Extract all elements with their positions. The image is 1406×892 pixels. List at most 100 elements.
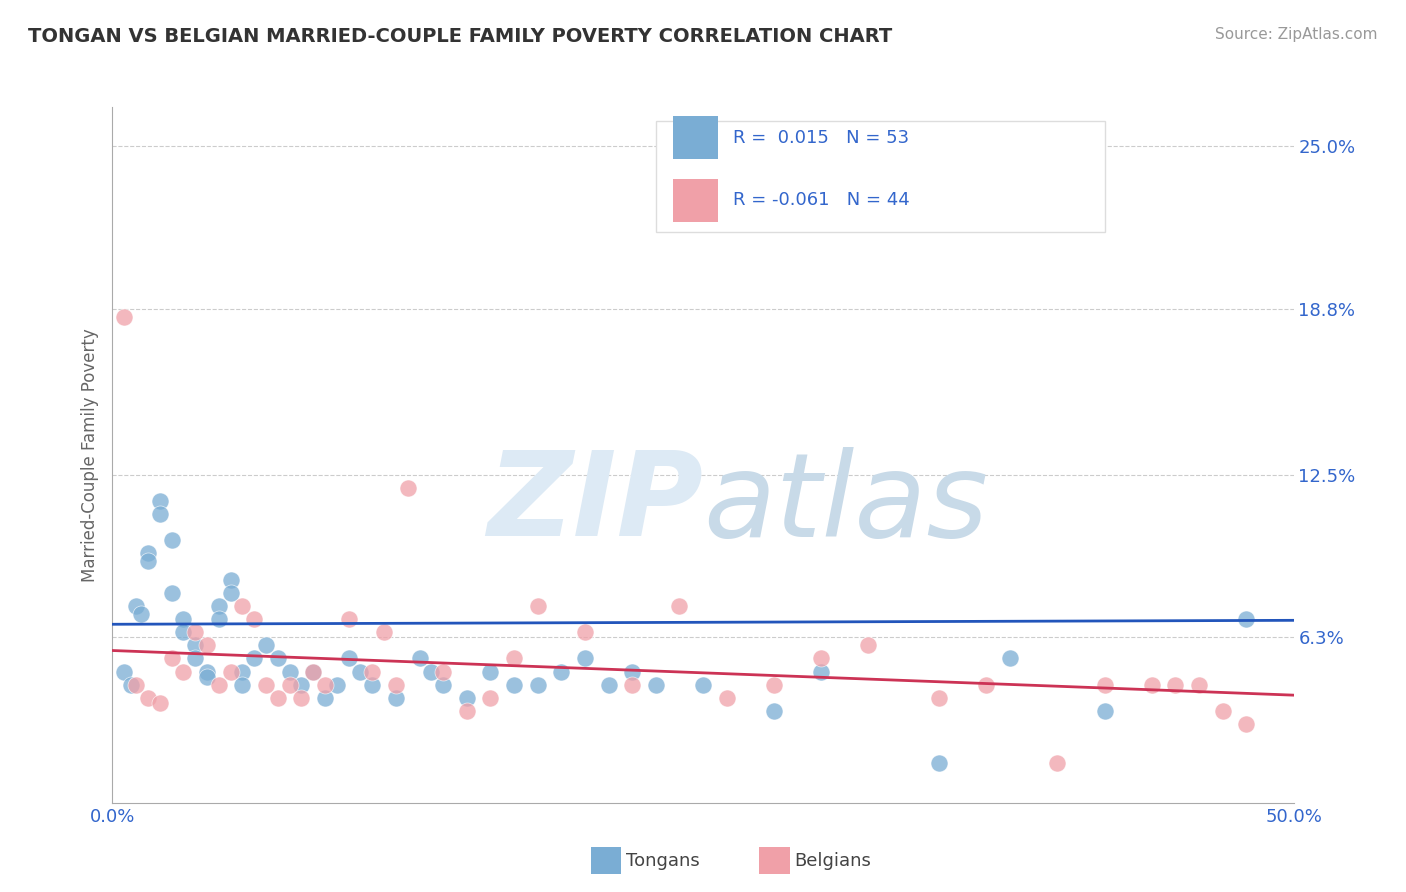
Point — [928, 756, 950, 771]
Point — [208, 678, 231, 692]
Point — [396, 481, 419, 495]
Point — [172, 625, 194, 640]
Point — [149, 507, 172, 521]
Point — [219, 573, 242, 587]
Point — [373, 625, 395, 640]
Point — [231, 665, 253, 679]
Point — [479, 690, 502, 705]
Point — [302, 665, 325, 679]
Point — [644, 678, 666, 692]
Point — [172, 665, 194, 679]
Point — [385, 690, 408, 705]
Point — [112, 310, 135, 324]
Point — [574, 651, 596, 665]
Point — [1094, 704, 1116, 718]
Point — [172, 612, 194, 626]
Point — [160, 586, 183, 600]
Point — [254, 678, 277, 692]
Point — [120, 678, 142, 692]
Point — [503, 651, 526, 665]
Text: TONGAN VS BELGIAN MARRIED-COUPLE FAMILY POVERTY CORRELATION CHART: TONGAN VS BELGIAN MARRIED-COUPLE FAMILY … — [28, 27, 893, 45]
Point — [267, 690, 290, 705]
Point — [184, 651, 207, 665]
Point — [1234, 717, 1257, 731]
Bar — [673, 116, 718, 159]
Point — [858, 638, 880, 652]
Point — [208, 599, 231, 613]
Point — [125, 599, 148, 613]
Point — [998, 651, 1021, 665]
Point — [278, 678, 301, 692]
Point — [195, 670, 218, 684]
Point — [385, 678, 408, 692]
Point — [668, 599, 690, 613]
Point — [550, 665, 572, 679]
Point — [219, 665, 242, 679]
Point — [326, 678, 349, 692]
Point — [456, 690, 478, 705]
Point — [160, 651, 183, 665]
Point — [762, 704, 785, 718]
Point — [810, 651, 832, 665]
Text: R = -0.061   N = 44: R = -0.061 N = 44 — [733, 191, 910, 210]
Point — [243, 651, 266, 665]
Point — [621, 665, 644, 679]
Point — [1188, 678, 1211, 692]
Point — [129, 607, 152, 621]
Point — [526, 599, 548, 613]
Point — [208, 612, 231, 626]
Point — [361, 678, 384, 692]
Point — [361, 665, 384, 679]
Point — [231, 599, 253, 613]
Point — [195, 665, 218, 679]
Point — [136, 690, 159, 705]
Point — [160, 533, 183, 548]
Point — [254, 638, 277, 652]
Point — [432, 665, 454, 679]
Point — [184, 638, 207, 652]
Point — [420, 665, 443, 679]
Point — [1094, 678, 1116, 692]
Point — [302, 665, 325, 679]
Point — [125, 678, 148, 692]
Point — [195, 638, 218, 652]
FancyBboxPatch shape — [655, 121, 1105, 232]
Point — [314, 678, 336, 692]
Point — [408, 651, 430, 665]
Point — [503, 678, 526, 692]
Point — [621, 678, 644, 692]
Point — [337, 651, 360, 665]
Text: Source: ZipAtlas.com: Source: ZipAtlas.com — [1215, 27, 1378, 42]
Point — [112, 665, 135, 679]
Point — [456, 704, 478, 718]
Point — [219, 586, 242, 600]
Text: ZIP: ZIP — [486, 446, 703, 561]
Point — [1234, 612, 1257, 626]
Point — [810, 665, 832, 679]
Point — [1212, 704, 1234, 718]
Text: Belgians: Belgians — [794, 852, 872, 870]
Point — [432, 678, 454, 692]
Point — [136, 546, 159, 560]
Text: atlas: atlas — [703, 447, 988, 561]
Point — [1046, 756, 1069, 771]
Point — [1140, 678, 1163, 692]
Point — [1164, 678, 1187, 692]
Point — [243, 612, 266, 626]
Text: R =  0.015   N = 53: R = 0.015 N = 53 — [733, 128, 908, 146]
Point — [314, 690, 336, 705]
Y-axis label: Married-Couple Family Poverty: Married-Couple Family Poverty — [80, 328, 98, 582]
Point — [692, 678, 714, 692]
Point — [267, 651, 290, 665]
Point — [762, 678, 785, 692]
Point — [479, 665, 502, 679]
Point — [716, 690, 738, 705]
Bar — [673, 178, 718, 222]
Point — [149, 696, 172, 710]
Point — [290, 690, 312, 705]
Point — [231, 678, 253, 692]
Point — [184, 625, 207, 640]
Point — [290, 678, 312, 692]
Point — [598, 678, 620, 692]
Point — [526, 678, 548, 692]
